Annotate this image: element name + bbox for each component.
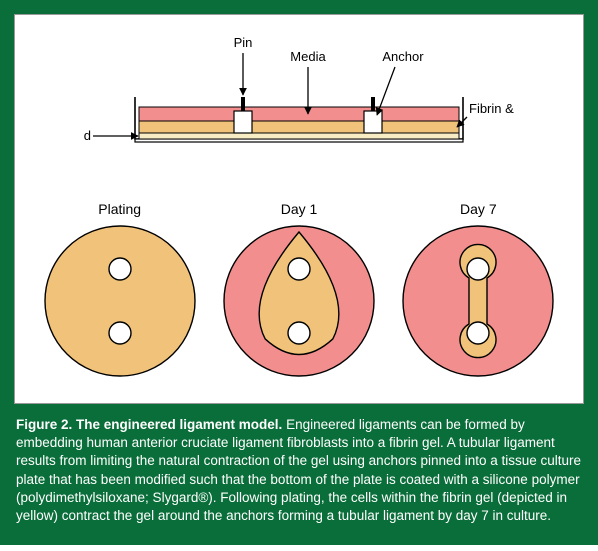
time-series-row: Plating Day 1 Day 7 bbox=[29, 201, 569, 379]
caption-title: Figure 2. The engineered ligament model. bbox=[16, 417, 282, 432]
cross-section-svg: Pin Media Anchor Fibrin & Cells Sylgard bbox=[84, 33, 514, 173]
stage-day1-svg bbox=[221, 223, 377, 379]
figure-caption: Figure 2. The engineered ligament model.… bbox=[14, 404, 584, 531]
diagram-panel: Pin Media Anchor Fibrin & Cells Sylgard Plat… bbox=[14, 14, 584, 404]
svg-text:Fibrin & Cells: Fibrin & Cells bbox=[469, 101, 514, 116]
stage-label: Day 7 bbox=[394, 201, 563, 217]
stage-day1: Day 1 bbox=[214, 201, 383, 379]
stage-day7-svg bbox=[400, 223, 556, 379]
stage-plating-svg bbox=[42, 223, 198, 379]
stage-day7: Day 7 bbox=[394, 201, 563, 379]
figure-container: Pin Media Anchor Fibrin & Cells Sylgard Plat… bbox=[0, 0, 598, 545]
caption-body: Engineered ligaments can be formed by em… bbox=[16, 417, 581, 523]
stage-label: Plating bbox=[35, 201, 204, 217]
stage-label: Day 1 bbox=[214, 201, 383, 217]
svg-text:Sylgard: Sylgard bbox=[84, 128, 91, 143]
cross-section-diagram: Pin Media Anchor Fibrin & Cells Sylgard bbox=[29, 33, 569, 173]
stage-plating: Plating bbox=[35, 201, 204, 379]
svg-text:Media: Media bbox=[290, 49, 326, 64]
svg-text:Pin: Pin bbox=[234, 35, 253, 50]
svg-text:Anchor: Anchor bbox=[382, 49, 424, 64]
